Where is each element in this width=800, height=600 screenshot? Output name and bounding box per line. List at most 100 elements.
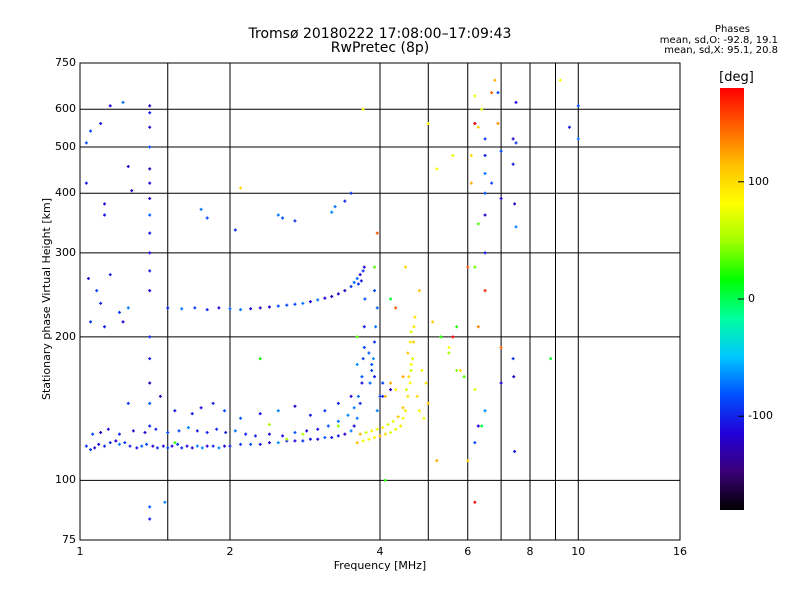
data-point (383, 478, 387, 482)
data-point (143, 431, 147, 435)
data-point (199, 406, 203, 410)
phases-heading: Phases (714, 24, 750, 35)
data-point (439, 335, 443, 339)
data-point (493, 78, 497, 82)
data-point (375, 427, 379, 431)
data-point (469, 153, 473, 157)
data-point (281, 216, 285, 220)
phases-x-mode-stats: mean, sd,X: 95.1, 20.8 (664, 45, 778, 56)
data-point (121, 320, 125, 324)
data-point (117, 310, 121, 314)
data-point (352, 280, 356, 284)
data-point (403, 265, 407, 269)
data-point (375, 306, 379, 310)
data-point (426, 401, 430, 405)
data-point (371, 357, 375, 361)
data-point (401, 416, 405, 420)
data-point (180, 307, 184, 311)
data-point (431, 320, 435, 324)
data-point (455, 325, 459, 329)
data-point (123, 441, 127, 445)
data-point (336, 292, 340, 296)
data-point (217, 306, 221, 310)
data-point (205, 216, 209, 220)
data-point (408, 340, 412, 344)
grid-lines (80, 63, 680, 540)
data-point (239, 308, 243, 312)
data-point (308, 300, 312, 304)
data-point (84, 444, 88, 448)
data-point (224, 431, 228, 435)
data-point (483, 289, 487, 293)
data-point (293, 431, 297, 435)
data-point (301, 301, 305, 305)
data-point (301, 432, 305, 436)
data-point (148, 269, 152, 273)
data-point (549, 357, 553, 361)
data-point (330, 210, 334, 214)
data-point (148, 104, 152, 108)
data-point (148, 196, 152, 200)
data-point (276, 213, 280, 217)
data-point (193, 306, 197, 310)
data-point (499, 149, 503, 153)
data-point (411, 357, 415, 361)
y-tick-label: 200 (55, 329, 76, 343)
data-point (462, 375, 466, 379)
data-point (166, 431, 170, 435)
data-point (148, 213, 152, 217)
data-point (360, 375, 364, 379)
data-point (316, 437, 320, 441)
data-point (362, 325, 366, 329)
data-point (258, 306, 262, 310)
data-point (480, 107, 484, 111)
y-axis-label: Stationary phase Virtual Height [km] (40, 197, 53, 400)
data-point (140, 444, 144, 448)
data-point (496, 122, 500, 126)
data-point (401, 406, 405, 410)
data-point (406, 394, 410, 398)
data-point (148, 145, 152, 149)
data-point (195, 429, 199, 433)
data-point (490, 91, 494, 95)
data-point (336, 419, 340, 423)
data-point (483, 409, 487, 413)
colorbar-ticks (738, 181, 744, 417)
x-tick-label: 8 (526, 545, 534, 558)
x-tick-label: 6 (464, 545, 472, 558)
colorbar-tick-label: -100 (748, 409, 773, 423)
y-tick-label: 300 (55, 245, 76, 259)
data-point (417, 409, 421, 413)
x-tick-label: 16 (673, 545, 687, 558)
data-point (343, 289, 347, 293)
data-point (361, 107, 365, 111)
data-point (148, 231, 152, 235)
data-point (228, 307, 232, 311)
data-point (389, 431, 393, 435)
data-point (412, 340, 416, 344)
data-point (173, 441, 177, 445)
data-point (223, 409, 227, 413)
data-point (249, 442, 253, 446)
data-point (370, 362, 374, 366)
data-point (349, 394, 353, 398)
data-point (293, 219, 297, 223)
data-point (293, 439, 297, 443)
data-point (499, 381, 503, 385)
colorbar-unit-label: [deg] (719, 70, 754, 85)
data-point (244, 432, 248, 436)
data-point (316, 298, 320, 302)
data-point (108, 104, 112, 108)
data-point (458, 368, 462, 372)
data-point (447, 345, 451, 349)
data-point (373, 340, 377, 344)
data-point (95, 289, 99, 293)
data-point (558, 78, 562, 82)
data-point (89, 320, 93, 324)
data-point (154, 427, 158, 431)
data-points (84, 78, 580, 521)
data-point (490, 181, 494, 185)
data-point (483, 153, 487, 157)
data-point (426, 122, 430, 126)
